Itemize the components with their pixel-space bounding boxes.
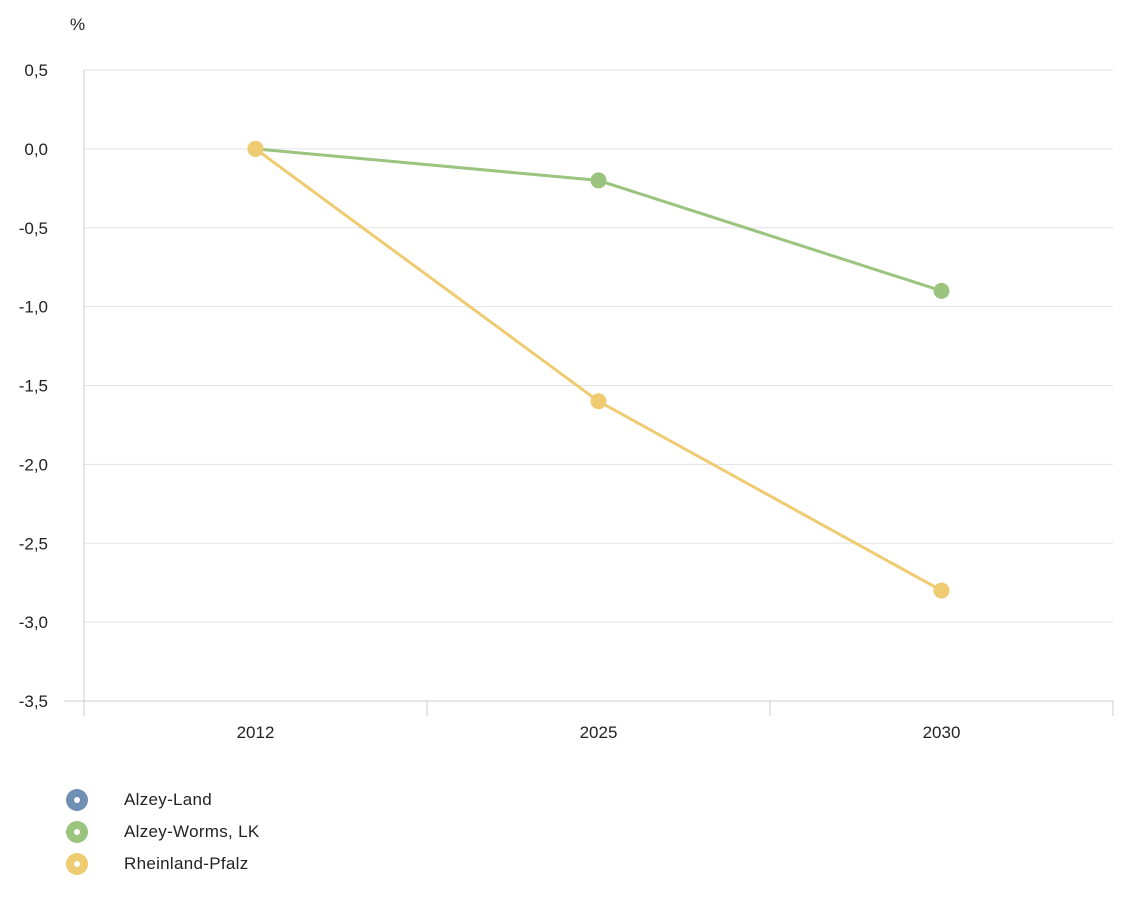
y-tick-label: -2,5 — [19, 534, 48, 553]
y-tick-label: -3,0 — [19, 613, 48, 632]
legend-item[interactable]: Alzey-Land — [66, 784, 260, 816]
legend-label: Rheinland-Pfalz — [124, 854, 249, 873]
x-tick-label: 2025 — [580, 723, 618, 742]
axes — [64, 70, 1114, 716]
y-tick-labels: 0,5 0,0 -0,5 -1,0 -1,5 -2,0 -2,5 -3,0 -3,5 — [19, 61, 48, 711]
data-point — [247, 140, 264, 157]
y-tick-label: 0,0 — [24, 140, 48, 159]
series-line — [255, 147, 942, 293]
data-point — [933, 582, 950, 599]
data-point — [933, 282, 950, 299]
series-line — [254, 147, 943, 592]
legend-marker-icon — [66, 821, 88, 843]
grid-lines — [84, 69, 1113, 623]
y-tick-label: -1,0 — [19, 298, 48, 317]
legend: Alzey-Land Alzey-Worms, LK Rheinland-Pfalz — [66, 784, 260, 880]
x-tick-labels: 2012 2025 2030 — [237, 723, 961, 742]
data-point — [590, 393, 607, 410]
y-axis-label: % — [70, 15, 85, 34]
legend-marker-icon — [66, 853, 88, 875]
x-tick-label: 2012 — [237, 723, 275, 742]
y-tick-label: -1,5 — [19, 377, 48, 396]
legend-marker-icon — [66, 789, 88, 811]
legend-item[interactable]: Alzey-Worms, LK — [66, 816, 260, 848]
x-tick-label: 2030 — [923, 723, 961, 742]
y-tick-label: 0,5 — [24, 61, 48, 80]
legend-label: Alzey-Land — [124, 790, 213, 809]
data-point — [590, 172, 607, 189]
legend-item[interactable]: Rheinland-Pfalz — [66, 848, 260, 880]
y-tick-label: -2,0 — [19, 455, 48, 474]
legend-label: Alzey-Worms, LK — [124, 822, 260, 841]
y-tick-label: -3,5 — [19, 692, 48, 711]
series — [247, 140, 950, 599]
y-tick-label: -0,5 — [19, 219, 48, 238]
